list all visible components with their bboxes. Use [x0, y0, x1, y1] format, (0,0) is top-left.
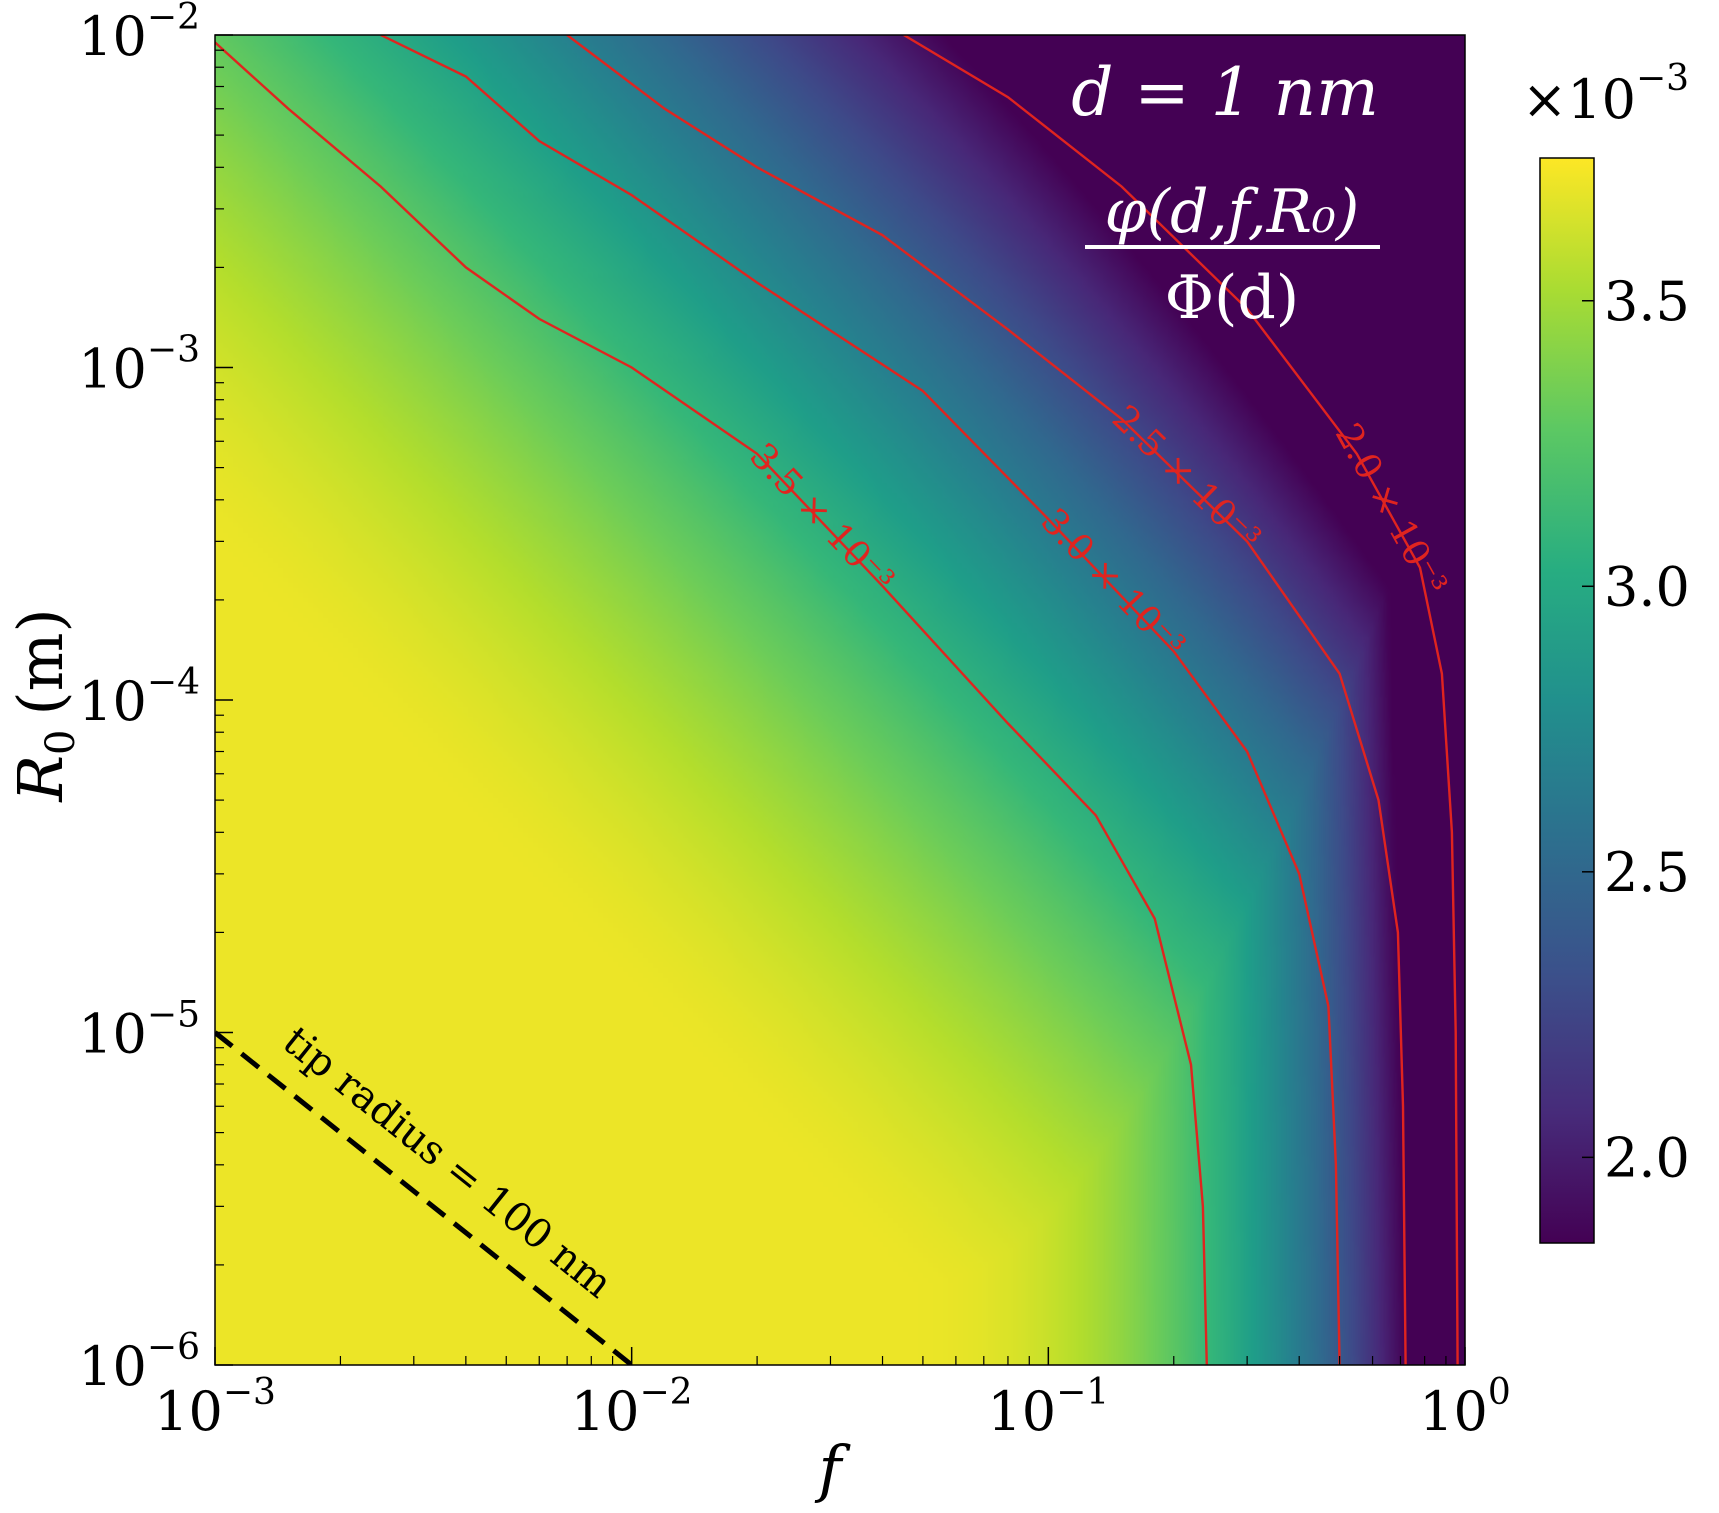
y-axis-title: R0(m)	[4, 608, 84, 802]
x-tick-label: 100	[1419, 1372, 1511, 1443]
tip-radius-reference	[215, 1030, 634, 1365]
colorbar-tick-label: 2.5	[1604, 841, 1690, 904]
colorbar-tick-label: 3.5	[1604, 270, 1690, 333]
contour-line	[380, 35, 1341, 1365]
y-tick-label: 10−2	[78, 0, 200, 68]
x-axis-ticks: 10−3 10−2 10−1 100	[154, 1347, 1511, 1443]
x-tick-label: 10−2	[571, 1372, 693, 1443]
tip-radius-line	[215, 1030, 634, 1365]
contour-line	[215, 41, 1208, 1365]
colorbar-tick-label: 3.0	[1604, 555, 1690, 618]
plot-area: 3.5 × 10⁻³ 3.0 × 10⁻³2.5 × 10⁻³ 2.0 × 10⁻³…	[78, 0, 1511, 1443]
ratio-numerator: φ(d,f,R₀)	[1105, 177, 1360, 247]
x-axis-label: f	[815, 1432, 852, 1505]
d-label: d = 1 nm	[1071, 54, 1379, 131]
colorbar-gradient	[1539, 157, 1595, 1244]
y-tick-label: 10−3	[78, 330, 200, 401]
colorbar: 2.0 2.5 3.0 3.5 ×10−3	[1522, 58, 1690, 1244]
x-tick-label: 10−3	[154, 1372, 276, 1443]
x-axis-title: f	[815, 1432, 852, 1505]
y-tick-label: 10−6	[78, 1327, 200, 1398]
contour-lines	[215, 35, 1459, 1365]
colorbar-multiplier: ×10−3	[1522, 58, 1689, 131]
colorbar-ticks: 2.0 2.5 3.0 3.5	[1582, 270, 1690, 1189]
y-axis-label: R0(m)	[4, 608, 84, 802]
heatmap-image	[215, 35, 1465, 1365]
y-tick-label: 10−4	[78, 662, 200, 733]
colorbar-tick-label: 2.0	[1604, 1126, 1690, 1189]
annotations: d = 1 nm φ(d,f,R₀) Φ(d)	[1071, 54, 1380, 333]
ratio-denominator: Φ(d)	[1165, 263, 1299, 333]
contour-line	[566, 35, 1407, 1365]
y-axis-ticks: 10−6 10−5 10−4 10−3 10−2	[78, 0, 233, 1398]
y-tick-label: 10−5	[78, 995, 200, 1066]
contour-line	[903, 35, 1459, 1365]
x-tick-label: 10−1	[987, 1372, 1109, 1443]
